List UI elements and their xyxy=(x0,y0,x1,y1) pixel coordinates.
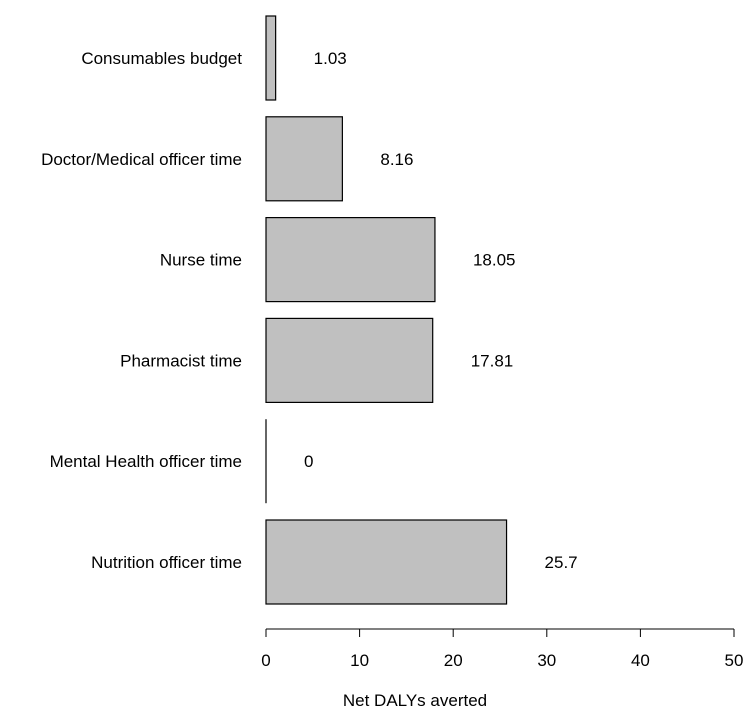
value-label: 18.05 xyxy=(473,251,516,270)
x-tick-label: 20 xyxy=(444,651,463,670)
category-label: Pharmacist time xyxy=(120,351,242,370)
bar xyxy=(265,519,508,605)
x-axis: 0 10 20 30 40 50 xyxy=(261,628,744,670)
value-label: 8.16 xyxy=(380,150,413,169)
value-label: 1.03 xyxy=(314,49,347,68)
bar xyxy=(265,317,434,403)
x-tick-label: 40 xyxy=(631,651,650,670)
x-tick-label: 50 xyxy=(725,651,744,670)
value-label: 25.7 xyxy=(545,553,578,572)
category-label: Doctor/Medical officer time xyxy=(41,150,242,169)
bar xyxy=(265,116,343,202)
category-label: Nutrition officer time xyxy=(91,553,242,572)
bars-layer xyxy=(265,15,508,605)
x-tick-label: 0 xyxy=(261,651,270,670)
x-tick-label: 10 xyxy=(350,651,369,670)
category-label: Mental Health officer time xyxy=(50,452,242,471)
bar xyxy=(265,217,436,303)
category-labels: Consumables budget Doctor/Medical officer… xyxy=(41,49,242,572)
value-labels: 1.03 8.16 18.05 17.81 0 25.7 xyxy=(304,49,578,572)
x-axis-title: Net DALYs averted xyxy=(343,691,487,710)
bar xyxy=(265,15,277,101)
value-label: 0 xyxy=(304,452,313,471)
x-tick-label: 30 xyxy=(537,651,556,670)
category-label: Nurse time xyxy=(160,251,242,270)
value-label: 17.81 xyxy=(471,351,514,370)
category-label: Consumables budget xyxy=(81,49,242,68)
